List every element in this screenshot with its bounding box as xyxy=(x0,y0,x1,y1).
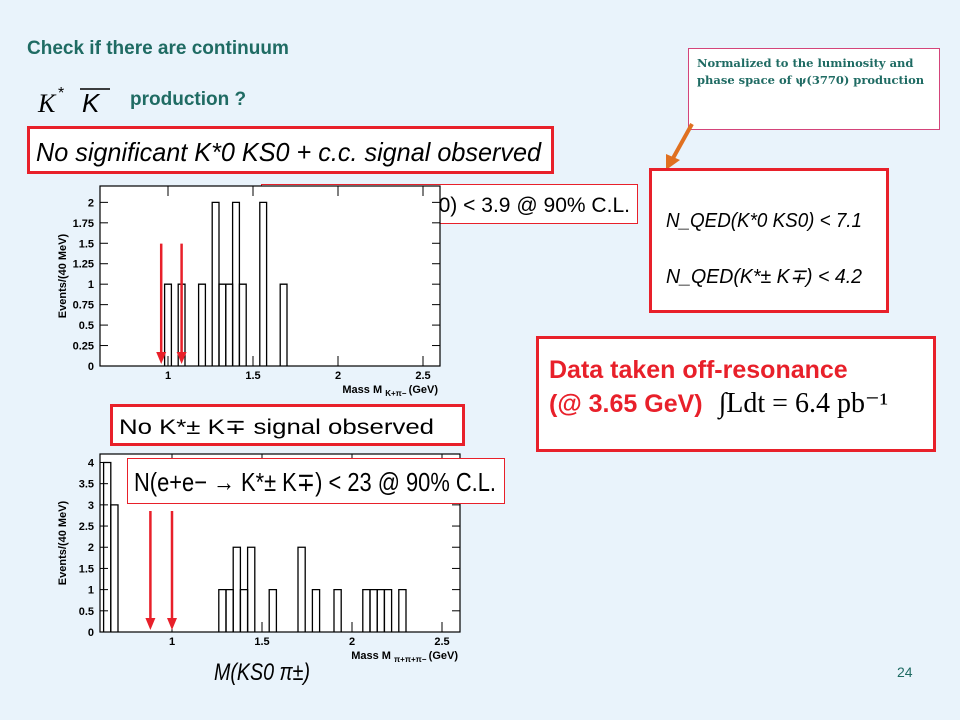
bottom-mass-label: M(KS0 π±) xyxy=(214,659,310,686)
x-tick-label: 1.5 xyxy=(245,370,260,382)
page-number: 24 xyxy=(897,664,913,680)
y-axis-label: Events/(40 MeV) xyxy=(57,500,69,585)
histogram-bin xyxy=(279,283,288,366)
histogram-bin xyxy=(333,588,342,632)
off-resonance-box: Data taken off-resonance (@ 3.65 GeV) ∫L… xyxy=(536,336,936,452)
plot-frame xyxy=(99,185,441,367)
integrated-luminosity: ∫Ldt = 6.4 pb⁻¹ xyxy=(718,388,889,419)
y-tick-label: 0.5 xyxy=(79,606,94,618)
histogram-bin xyxy=(297,546,306,632)
y-tick-label: 1.25 xyxy=(73,259,94,271)
bottom-limit-text: N(e+e− → K*± K∓) < 23 @ 90% C.L. xyxy=(134,467,496,497)
histogram-bin xyxy=(398,588,407,632)
y-tick-label: 0.5 xyxy=(79,320,94,332)
histogram-bin xyxy=(110,504,119,632)
kstar-kbar-symbol: K * K xyxy=(36,82,120,122)
bottom-statement-box: No K*± K∓ signal observed xyxy=(110,404,465,446)
bottom-statement-text: No K*± K∓ signal observed xyxy=(119,416,434,439)
y-tick-label: 3.5 xyxy=(79,479,94,491)
y-tick-label: 1 xyxy=(88,585,94,597)
histogram-bin xyxy=(383,588,393,632)
svg-text:K: K xyxy=(37,89,57,118)
histogram-bin xyxy=(238,283,247,366)
x-tick-label: 2 xyxy=(349,636,355,648)
red-arrow-head xyxy=(176,352,187,364)
normalized-limits-box: N_QED(K*0 KS0) < 7.1 N_QED(K*± K∓) < 4.2 xyxy=(649,168,889,313)
y-tick-label: 2 xyxy=(88,542,94,554)
top-statement-text: No significant K*0 KS0 + c.c. signal obs… xyxy=(36,137,542,167)
y-tick-label: 4 xyxy=(88,457,95,469)
red-arrow-head xyxy=(167,618,177,630)
y-tick-label: 1 xyxy=(88,279,94,291)
slide-title-line1: Check if there are continuum xyxy=(27,38,289,59)
bottom-limit-box: N(e+e− → K*± K∓) < 23 @ 90% C.L. xyxy=(127,458,505,504)
y-tick-label: 3 xyxy=(88,500,94,512)
y-tick-label: 2.5 xyxy=(79,521,94,533)
top-histogram: 0 0.25 0.5 0.75 1 1.25 1.5 1.75 2 1 1.5 2 2.5 Events/… xyxy=(57,185,441,398)
slide-title-line2: production ? xyxy=(130,89,247,110)
bottom-mass-label-text: M(KS0 π±) xyxy=(214,659,310,686)
y-tick-label: 0 xyxy=(88,627,94,639)
red-arrow-head xyxy=(156,352,167,364)
y-tick-label: 2 xyxy=(88,197,94,209)
normalized-limit-1: N_QED(K*0 KS0) < 7.1 xyxy=(666,210,862,232)
y-tick-label: 1.75 xyxy=(73,218,94,230)
x-axis-label: Mass M K+π− (GeV) xyxy=(342,384,438,398)
y-tick-label: 0 xyxy=(88,361,94,373)
y-tick-label: 0.75 xyxy=(73,300,94,312)
histogram-bin xyxy=(311,588,321,632)
x-tick-label: 2.5 xyxy=(434,636,449,648)
histogram-bin xyxy=(246,546,256,632)
svg-text:*: * xyxy=(58,85,64,102)
x-tick-label: 2 xyxy=(335,370,341,382)
y-tick-label: 0.25 xyxy=(73,341,94,353)
x-tick-label: 1.5 xyxy=(254,636,269,648)
x-tick-label: 1 xyxy=(165,370,171,382)
histogram-bin xyxy=(268,588,278,632)
note-pointer-arrow xyxy=(666,123,694,170)
y-tick-label: 1.5 xyxy=(79,238,94,250)
red-arrow-head xyxy=(145,618,156,630)
histogram-bin xyxy=(197,283,207,366)
off-resonance-line1: Data taken off-resonance xyxy=(549,356,848,384)
x-axis-label: Mass M π+π+π− (GeV) xyxy=(351,650,458,664)
off-resonance-line2: (@ 3.65 GeV) xyxy=(549,390,703,418)
svg-text:K: K xyxy=(82,88,101,118)
y-tick-label: 1.5 xyxy=(79,563,94,575)
histogram-bin xyxy=(163,283,173,366)
x-tick-label: 1 xyxy=(169,636,175,648)
histogram-bin xyxy=(259,201,268,366)
normalization-note: Normalized to the luminosity and phase s… xyxy=(688,48,940,130)
x-tick-label: 2.5 xyxy=(415,370,430,382)
top-statement-box: No significant K*0 KS0 + c.c. signal obs… xyxy=(27,126,554,174)
y-axis-label: Events/(40 MeV) xyxy=(57,233,69,318)
normalized-limit-2: N_QED(K*± K∓) < 4.2 xyxy=(666,266,862,288)
